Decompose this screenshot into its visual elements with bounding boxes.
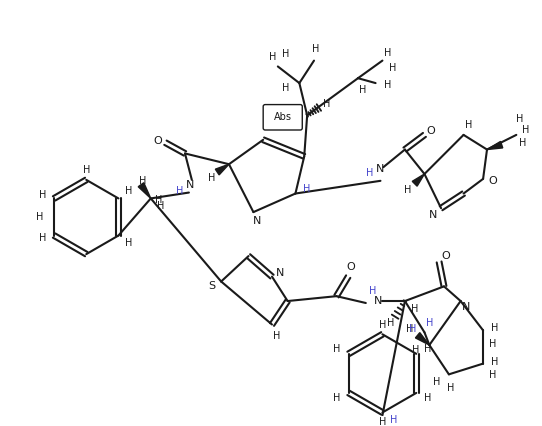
Text: H: H <box>406 324 414 334</box>
Text: H: H <box>424 344 431 354</box>
Text: O: O <box>347 262 356 272</box>
Text: H: H <box>409 324 416 334</box>
Text: O: O <box>442 251 450 261</box>
Text: H: H <box>333 393 340 403</box>
Text: N: N <box>376 164 385 174</box>
Polygon shape <box>215 164 229 175</box>
Text: H: H <box>404 184 411 195</box>
Text: H: H <box>176 186 184 196</box>
Text: H: H <box>379 320 386 329</box>
Text: H: H <box>366 168 373 178</box>
Polygon shape <box>415 333 429 345</box>
Text: H: H <box>312 44 320 54</box>
Text: H: H <box>323 98 331 109</box>
Text: O: O <box>488 176 497 186</box>
Text: H: H <box>304 184 311 194</box>
Text: H: H <box>282 49 289 59</box>
Text: Abs: Abs <box>274 112 292 122</box>
Text: H: H <box>359 85 366 95</box>
Text: S: S <box>208 282 215 291</box>
Text: H: H <box>273 331 281 341</box>
Text: H: H <box>38 190 46 201</box>
Text: H: H <box>489 370 496 380</box>
Text: H: H <box>333 344 340 354</box>
Text: H: H <box>386 317 394 328</box>
Text: N: N <box>375 296 383 306</box>
Text: H: H <box>464 120 472 130</box>
Text: H: H <box>515 114 523 124</box>
Text: H: H <box>522 125 530 135</box>
Text: H: H <box>208 173 215 183</box>
Text: H: H <box>491 357 499 367</box>
Text: H: H <box>125 186 132 196</box>
Text: H: H <box>389 63 396 73</box>
Text: H: H <box>412 345 420 355</box>
Text: H: H <box>489 339 496 349</box>
Text: H: H <box>384 48 391 58</box>
Text: H: H <box>125 239 132 248</box>
Polygon shape <box>487 141 503 150</box>
Text: H: H <box>36 212 43 222</box>
Text: H: H <box>491 323 499 334</box>
Text: N: N <box>186 180 194 190</box>
Text: N: N <box>276 268 284 278</box>
Text: H: H <box>269 52 276 62</box>
Text: H: H <box>282 83 289 93</box>
Text: O: O <box>153 136 162 146</box>
Text: H: H <box>379 417 386 426</box>
Text: N: N <box>462 302 470 312</box>
Text: H: H <box>425 317 433 328</box>
Text: H: H <box>157 201 164 211</box>
Text: H: H <box>384 80 391 90</box>
Text: H: H <box>390 415 398 425</box>
Text: H: H <box>139 176 147 186</box>
Text: H: H <box>38 233 46 244</box>
Polygon shape <box>412 174 424 186</box>
Text: H: H <box>447 383 455 393</box>
Text: O: O <box>426 126 435 136</box>
Text: H: H <box>155 196 162 205</box>
Text: N: N <box>429 210 437 220</box>
Text: H: H <box>411 304 418 314</box>
Text: N: N <box>253 216 261 226</box>
Text: H: H <box>424 393 431 403</box>
FancyBboxPatch shape <box>263 105 302 130</box>
Text: H: H <box>434 377 441 387</box>
Polygon shape <box>138 183 151 199</box>
Text: H: H <box>519 138 526 148</box>
Text: H: H <box>369 286 376 296</box>
Text: H: H <box>82 165 90 175</box>
